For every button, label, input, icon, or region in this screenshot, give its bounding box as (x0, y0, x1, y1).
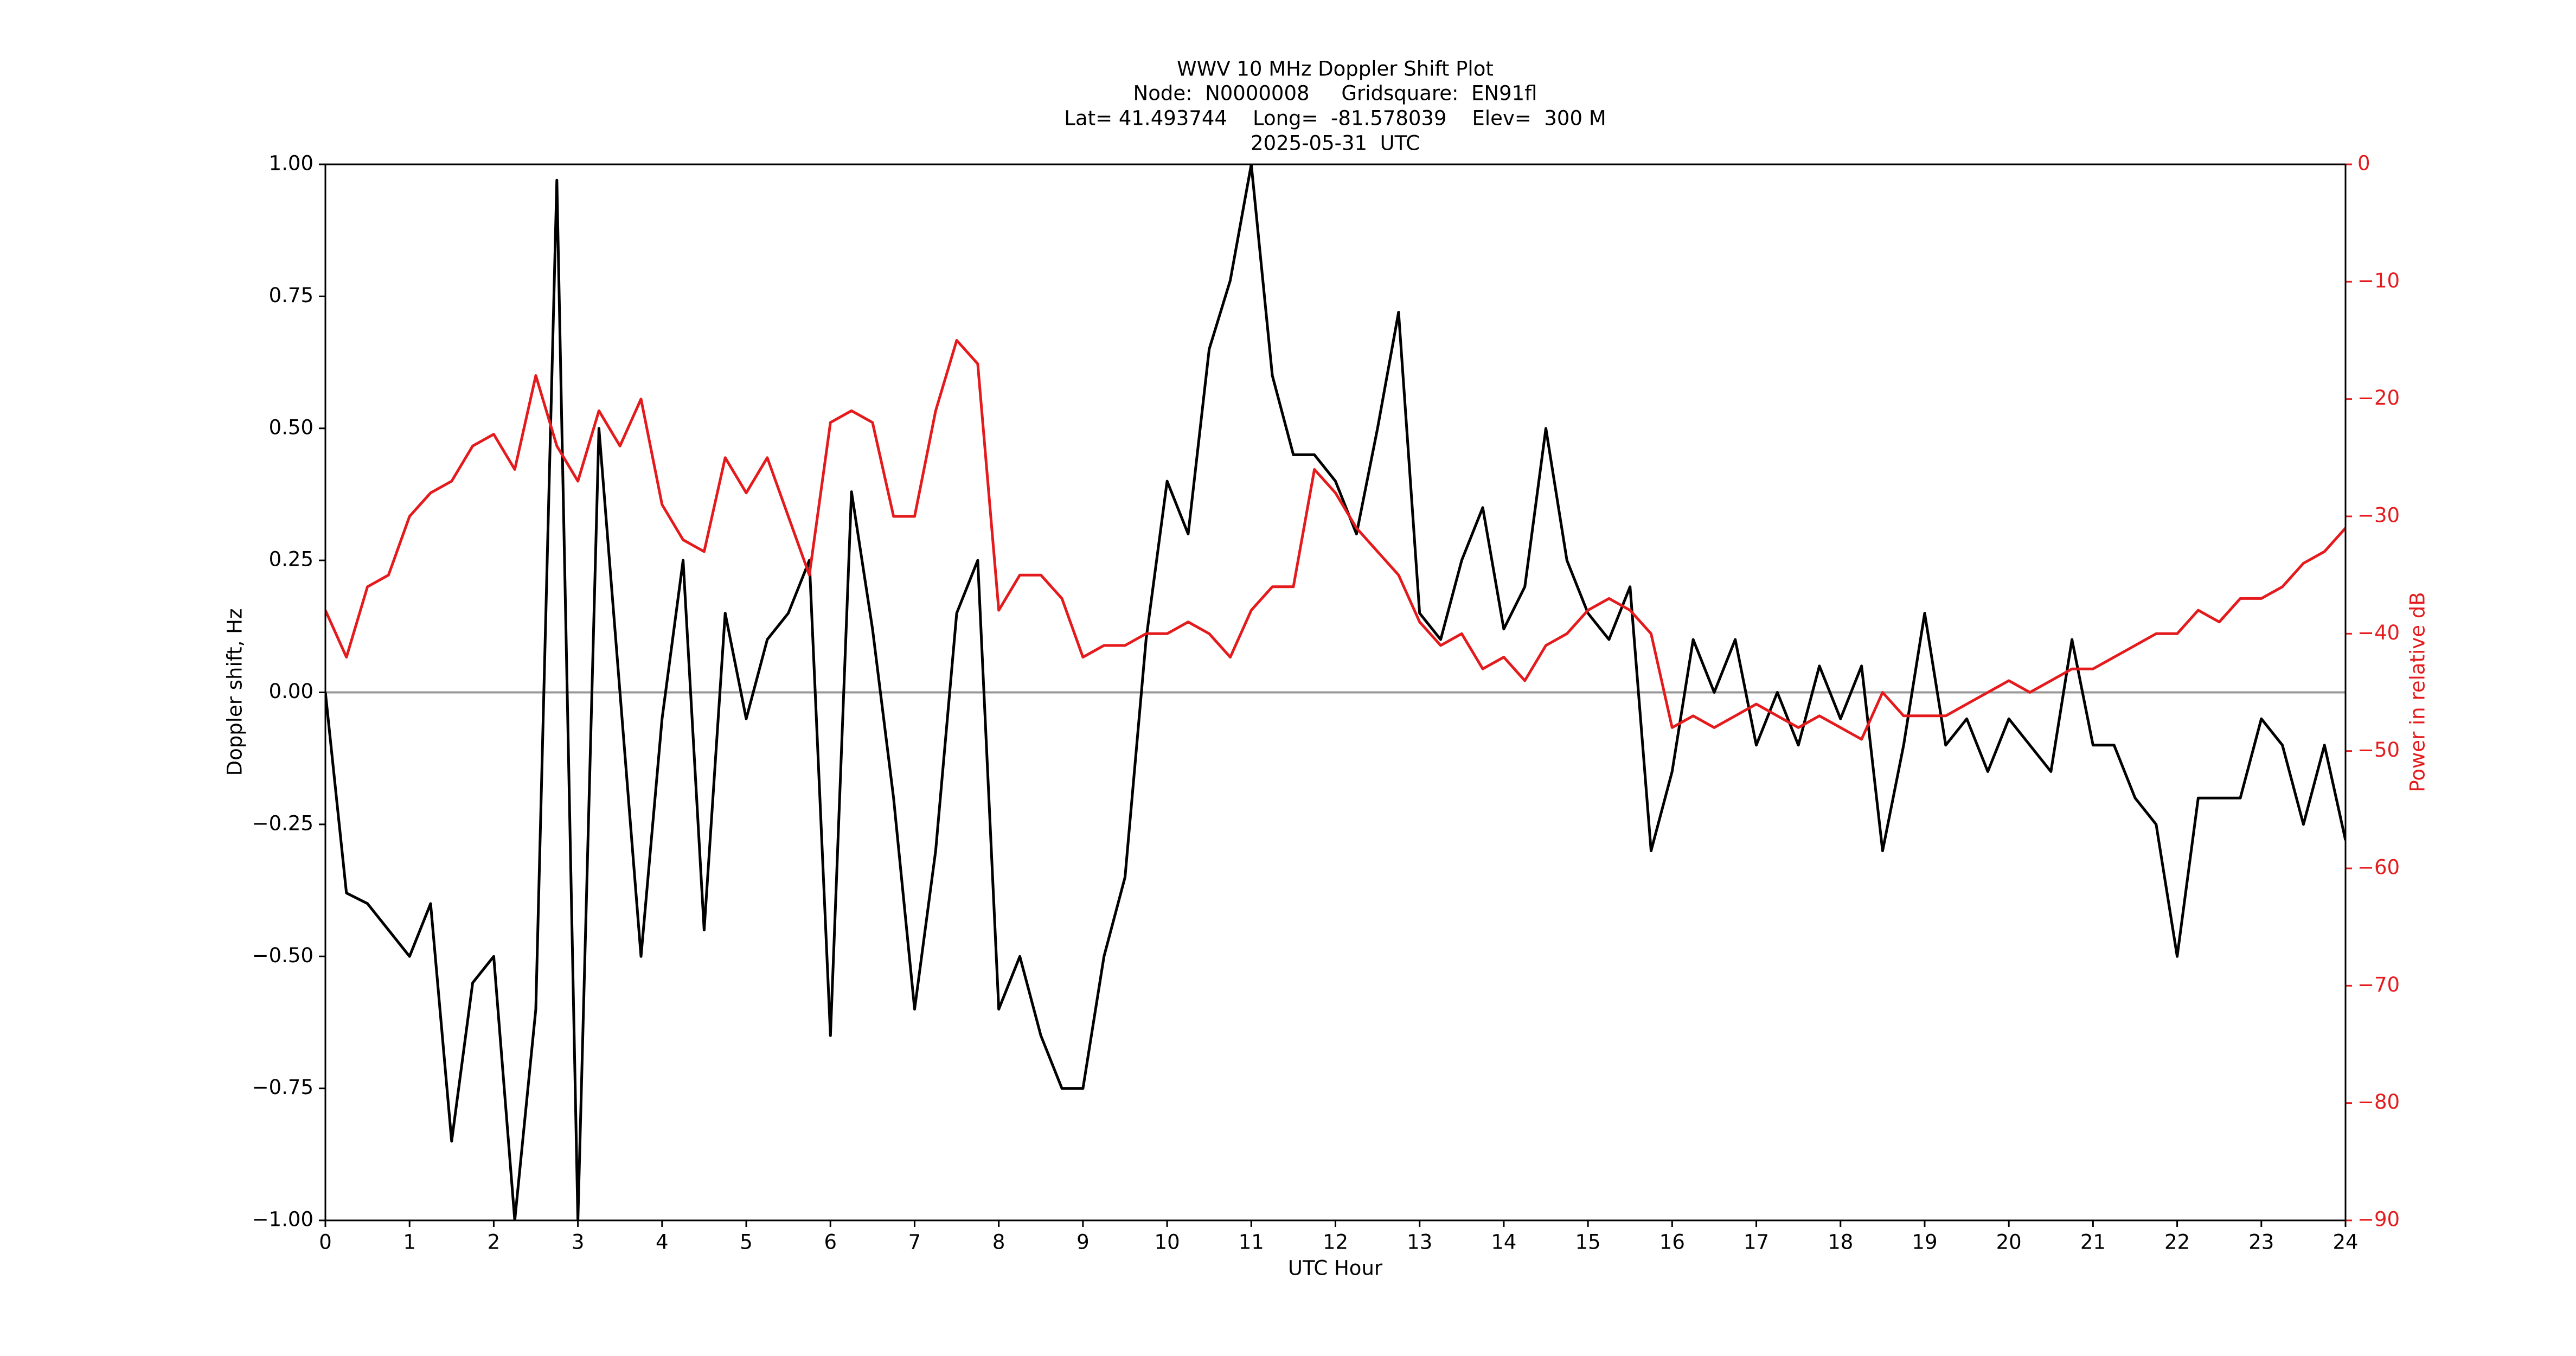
x-tick-label: 2 (488, 1231, 501, 1254)
x-tick-label: 14 (1491, 1231, 1516, 1254)
x-tick-label: 23 (2248, 1231, 2274, 1254)
x-tick-label: 0 (319, 1231, 332, 1254)
x-tick-label: 6 (824, 1231, 837, 1254)
x-tick-label: 3 (572, 1231, 585, 1254)
x-tick-label: 7 (908, 1231, 921, 1254)
x-tick-label: 19 (1912, 1231, 1937, 1254)
x-tick-label: 4 (656, 1231, 669, 1254)
y2-tick-label: −90 (2357, 1208, 2400, 1231)
y-tick-label: −0.75 (252, 1076, 313, 1099)
y-tick-label: −0.50 (252, 944, 313, 967)
y2-tick-label: −30 (2357, 504, 2400, 527)
x-tick-label: 12 (1323, 1231, 1348, 1254)
x-tick-label: 11 (1239, 1231, 1264, 1254)
y-tick-label: 0.50 (269, 415, 313, 439)
y2-tick-label: 0 (2357, 152, 2370, 175)
x-tick-label: 17 (1744, 1231, 1769, 1254)
x-tick-label: 22 (2164, 1231, 2190, 1254)
series-line (325, 164, 2346, 1220)
y2-tick-label: −60 (2357, 856, 2400, 879)
x-tick-label: 9 (1076, 1231, 1090, 1254)
x-tick-label: 24 (2333, 1231, 2358, 1254)
chart-title: Lat= 41.493744 Long= -81.578039 Elev= 30… (1064, 107, 1606, 130)
x-tick-label: 20 (1996, 1231, 2022, 1254)
x-tick-label: 5 (740, 1231, 753, 1254)
series-line (325, 339, 2346, 741)
x-tick-label: 1 (403, 1231, 416, 1254)
y2-tick-label: −50 (2357, 738, 2400, 762)
x-tick-label: 21 (2080, 1231, 2106, 1254)
plot-frame (324, 163, 2347, 1221)
y2-tick-label: −20 (2357, 386, 2400, 410)
y2-tick-label: −40 (2357, 621, 2400, 644)
y-tick-label: 1.00 (269, 152, 313, 175)
x-tick-label: 10 (1155, 1231, 1180, 1254)
y-tick-label: 0.00 (269, 680, 313, 703)
chart-title: Node: N0000008 Gridsquare: EN91fl (1133, 82, 1537, 105)
y2-axis-label: Power in relative dB (2406, 592, 2430, 792)
chart-title: 2025-05-31 UTC (1251, 132, 1420, 155)
y-tick-label: −1.00 (252, 1208, 313, 1231)
y2-tick-label: −70 (2357, 973, 2400, 996)
x-axis-label: UTC Hour (1288, 1257, 1383, 1280)
chart-title: WWV 10 MHz Doppler Shift Plot (1177, 57, 1494, 81)
x-tick-label: 8 (992, 1231, 1005, 1254)
y2-tick-label: −10 (2357, 269, 2400, 292)
x-tick-label: 15 (1575, 1231, 1601, 1254)
y-tick-label: −0.25 (252, 811, 313, 835)
x-tick-label: 18 (1828, 1231, 1853, 1254)
y2-tick-label: −80 (2357, 1090, 2400, 1114)
y-tick-label: 0.25 (269, 548, 313, 571)
x-tick-label: 16 (1659, 1231, 1685, 1254)
y-axis-label: Doppler shift, Hz (223, 609, 247, 776)
x-tick-label: 13 (1407, 1231, 1432, 1254)
y-tick-label: 0.75 (269, 284, 313, 307)
